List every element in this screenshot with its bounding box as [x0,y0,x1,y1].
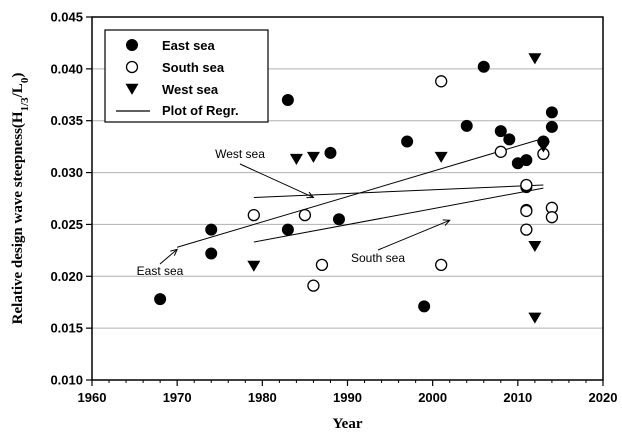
y-axis-title-end: ) [10,73,26,78]
east-sea-point [154,293,167,306]
tick-labels: 0.010 0.015 0.020 0.025 0.030 0.035 0.040 0.045… [50,10,617,406]
regression-line [253,187,544,243]
legend-marker [125,83,139,95]
west-sea-point [528,53,542,65]
x-tick-label: 2010 [503,390,532,405]
arrow-head [442,219,451,226]
west-sea-point [528,312,542,324]
east-sea-point [205,223,218,236]
south-sea-point [298,208,312,222]
east-sea-point [545,120,558,133]
legend-items: East sea South sea West sea Plot of Regr. [116,38,239,118]
data-points [154,53,559,324]
east-sea-point [545,106,558,119]
y-tick-label: 0.035 [50,113,83,128]
y-tick-label: 0.040 [50,61,83,76]
west-sea-point [306,151,320,163]
legend-label: South sea [162,60,225,75]
annotation-arrow [159,248,178,265]
east-sea-point [281,93,294,106]
annotation-label: West sea [215,147,265,161]
annotation-label: East sea [137,264,184,278]
west-sea-point [536,141,550,153]
east-sea-point [401,135,414,148]
x-tick-label: 2020 [589,390,618,405]
legend-marker [125,60,139,74]
x-tick-label: 1970 [163,390,192,405]
annotation-arrow [377,219,450,251]
south-sea-point [494,145,507,158]
east-sea-point [418,300,431,313]
east-sea-point [477,60,490,73]
south-sea-point [545,211,559,224]
south-sea-point [520,178,533,192]
regression-line [253,184,544,198]
south-sea-point [435,258,448,272]
y-axis-title-sub1: 1/3 [19,97,31,112]
south-sea-point [435,75,448,88]
east-sea-point [503,133,516,146]
regression-lines [177,137,544,248]
x-axis-title: Year [333,416,363,432]
east-sea-point [324,146,337,159]
west-sea-point [528,241,542,253]
west-sea-point [434,151,448,163]
x-tick-label: 1960 [78,390,107,405]
legend-label: West sea [162,82,219,97]
y-tick-label: 0.025 [50,217,83,232]
annotation-label: South sea [351,251,405,265]
legend-marker [126,39,138,51]
legend: East sea South sea West sea Plot of Regr. [104,29,269,123]
south-sea-point [520,223,533,236]
y-tick-label: 0.020 [50,269,83,284]
east-sea-point [494,125,507,138]
y-tick-label: 0.010 [50,373,83,388]
x-tick-label: 1990 [333,390,362,405]
arrow-head [306,191,315,199]
south-sea-point [315,258,329,272]
x-tick-label: 2000 [418,390,447,405]
x-tick-label: 1980 [248,390,277,405]
y-axis-title-sub2: 0 [19,77,31,83]
y-axis-title: Relative design wave steepness(H1/3/L0) [10,73,31,325]
y-tick-label: 0.015 [50,321,83,336]
legend-label: Plot of Regr. [162,103,239,118]
east-sea-point [460,119,473,132]
east-sea-point [205,247,218,260]
y-tick-label: 0.045 [50,10,83,25]
legend-box [104,29,269,123]
west-sea-point [289,153,303,165]
south-sea-point [520,204,533,218]
y-axis-title-main: Relative design wave steepness(H [10,111,26,324]
south-sea-point [247,208,260,222]
east-sea-point [520,154,533,167]
y-tick-label: 0.030 [50,165,83,180]
east-sea-point [281,223,294,236]
annotations: West sea South sea East sea [137,147,451,278]
west-sea-point [247,260,261,272]
east-sea-point [332,213,345,226]
south-sea-point [307,279,320,292]
y-axis-title-mid: /L [10,83,26,98]
arrow-head [170,248,179,256]
annotation-arrow [239,163,314,198]
legend-label: East sea [162,38,216,53]
axis-ticks [86,16,604,386]
